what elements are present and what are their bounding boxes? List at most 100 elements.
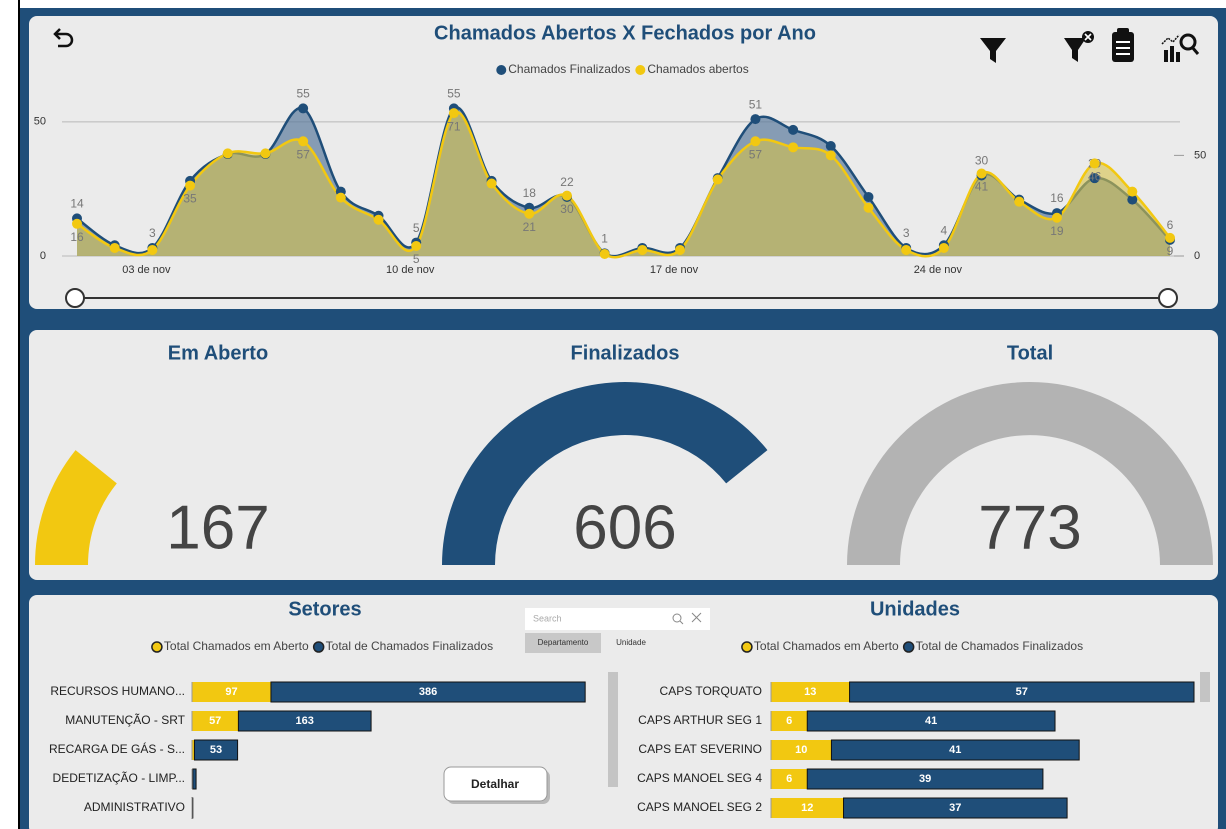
search-icons[interactable] <box>672 612 702 625</box>
legend-label: Chamados Finalizados <box>508 62 630 76</box>
analytics-icon[interactable] <box>1161 33 1200 62</box>
chart-title: Chamados Abertos X Fechados por Ano <box>434 22 816 44</box>
y2-tick-label: 50 <box>1194 149 1206 161</box>
x-tick-label: 03 de nov <box>122 264 171 276</box>
series-marker <box>448 108 459 119</box>
series-marker <box>1014 196 1025 207</box>
x-tick-label: 24 de nov <box>914 264 963 276</box>
data-label: 21 <box>523 220 537 234</box>
category-label: MANUTENÇÃO - SRT <box>65 713 185 727</box>
series-marker <box>750 114 761 125</box>
data-label: 16 <box>1050 191 1064 205</box>
bar-label: 13 <box>804 686 816 698</box>
series-marker <box>825 150 836 161</box>
bar-label: 6 <box>786 773 792 785</box>
category-label: RECARGA DE GÁS - S... <box>49 741 185 756</box>
bar-segment <box>771 682 850 702</box>
data-label: 1 <box>601 231 608 245</box>
y-tick-label: 50 <box>34 116 46 128</box>
tab-active[interactable] <box>525 633 601 653</box>
data-label: 16 <box>70 230 84 244</box>
bar-segment <box>192 682 271 702</box>
legend-label: Total Chamados em Aberto <box>164 639 309 653</box>
series-marker <box>825 140 836 151</box>
legend-marker <box>741 641 753 653</box>
search-placeholder: Search <box>533 613 562 623</box>
bar-label: 53 <box>210 744 222 756</box>
data-label: 57 <box>749 147 763 161</box>
bar-segment <box>771 798 844 818</box>
bar-segment <box>806 768 1044 790</box>
series-marker <box>147 244 158 255</box>
data-label: 4 <box>941 223 948 237</box>
category-label: CAPS TORQUATO <box>660 684 762 698</box>
series-marker <box>1127 194 1138 205</box>
bar-segment <box>843 797 1068 819</box>
series-marker <box>524 208 535 219</box>
bar-segment <box>270 681 586 703</box>
chart-title: Unidades <box>870 598 960 620</box>
report-icon[interactable] <box>1112 28 1134 62</box>
data-label: 41 <box>975 180 989 194</box>
search-box[interactable] <box>525 608 710 630</box>
bar-label: 41 <box>949 744 961 756</box>
series-marker <box>901 244 912 255</box>
series-marker <box>486 178 497 189</box>
scrollbar[interactable] <box>608 672 618 787</box>
series-marker <box>788 142 799 153</box>
bar-label: 12 <box>801 802 813 814</box>
category-label: DEDETIZAÇÃO - LIMP... <box>53 771 185 785</box>
legend-marker <box>635 65 646 75</box>
category-label: RECURSOS HUMANO... <box>50 684 185 698</box>
detail-button[interactable] <box>443 766 548 802</box>
scrollbar[interactable] <box>1200 672 1210 702</box>
button-label: Detalhar <box>471 777 519 791</box>
tab[interactable] <box>601 633 661 653</box>
gauge-arc <box>847 382 1213 565</box>
gauge-title: Finalizados <box>571 342 680 364</box>
series-marker <box>335 192 346 203</box>
bar-segment <box>806 710 1056 732</box>
series-marker <box>109 242 120 253</box>
panel-mid <box>29 330 1218 580</box>
data-label: 3 <box>903 226 910 240</box>
bar-segment <box>192 768 197 790</box>
bar-segment <box>830 739 1080 761</box>
legend-marker <box>312 641 325 653</box>
bar-segment <box>771 769 808 789</box>
tab-label: Departamento <box>538 638 589 647</box>
gauge-title: Total <box>1007 342 1053 364</box>
y2-tick-label: 0 <box>1194 250 1200 262</box>
series-marker <box>599 248 610 259</box>
date-slider[interactable] <box>65 288 1178 308</box>
series-marker <box>788 124 799 135</box>
bar-segment <box>771 711 808 731</box>
series-marker <box>1165 232 1175 243</box>
category-label: CAPS ARTHUR SEG 1 <box>638 713 762 727</box>
series-marker <box>1051 212 1062 223</box>
bar-label: 386 <box>419 686 437 698</box>
bar-label: 163 <box>296 715 314 727</box>
series-marker <box>298 136 309 147</box>
clear-filter-icon[interactable] <box>1064 31 1094 62</box>
series-marker <box>1089 173 1100 184</box>
series-marker <box>411 240 422 251</box>
data-label: 30 <box>975 154 989 168</box>
legend-label: Total Chamados em Aberto <box>754 639 899 653</box>
gauge-value: 606 <box>573 493 676 562</box>
series-marker <box>561 190 572 201</box>
bar-segment <box>192 711 239 731</box>
data-label: 51 <box>749 97 763 111</box>
gauge-title: Em Aberto <box>168 342 268 364</box>
legend-marker <box>496 65 507 75</box>
data-label: 46 <box>1088 170 1102 184</box>
gauge-arc <box>35 450 117 565</box>
back-icon[interactable] <box>53 28 74 48</box>
series-marker <box>298 103 309 114</box>
chart-title: Setores <box>288 598 361 620</box>
series-marker <box>185 180 196 191</box>
filter-icon[interactable] <box>980 38 1006 63</box>
data-label: 5 <box>413 252 420 266</box>
series-marker <box>373 214 384 225</box>
